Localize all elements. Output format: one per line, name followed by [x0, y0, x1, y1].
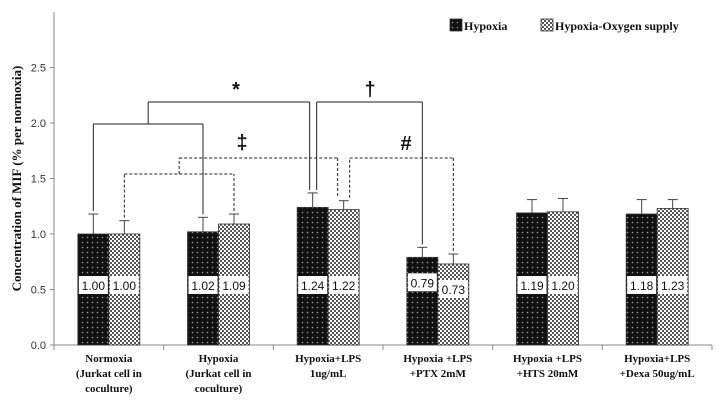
value-label: 1.00 — [113, 279, 137, 293]
value-label: 1.19 — [520, 279, 544, 293]
chart-bars — [77, 192, 689, 346]
value-label-box — [188, 276, 218, 294]
value-label: 0.79 — [411, 276, 435, 290]
x-tick-label: coculture) — [195, 383, 243, 395]
value-label: 1.09 — [222, 279, 246, 293]
significance-marker: * — [232, 79, 240, 101]
significance-marker: ‡ — [236, 132, 247, 154]
x-tick-label: +HTS 20mM — [517, 368, 579, 380]
value-label-box — [109, 276, 139, 294]
value-label-box — [627, 276, 657, 294]
value-label: 1.18 — [630, 279, 654, 293]
y-axis-title: Concentration of MIF (% per normoxia) — [9, 66, 24, 292]
value-label-box — [517, 276, 547, 294]
x-tick-label: 1ug/mL — [310, 368, 347, 380]
x-tick-label: (Jurkat cell in — [186, 368, 252, 380]
legend-swatch — [540, 18, 554, 32]
significance-marker: # — [400, 133, 411, 155]
x-tick-label: Normoxia — [85, 353, 133, 365]
value-label: 1.22 — [332, 279, 356, 293]
y-tick-label: 1.5 — [31, 174, 46, 186]
value-label: 1.20 — [551, 279, 575, 293]
chart-axes: 0.0 0.5 1.0 1.5 2.0 2.5 — [31, 12, 713, 352]
value-label-box — [548, 276, 578, 294]
value-label-box — [658, 276, 688, 294]
x-tick-label: (Jurkat cell in — [76, 368, 142, 380]
x-tick-label: Hypoxia +LPS — [403, 353, 472, 365]
x-tick-label: +PTX 2mM — [410, 368, 467, 380]
x-tick-label: Hypoxia+LPS — [295, 353, 361, 365]
significance-brackets: * † ‡ # — [92, 79, 454, 251]
y-tick-label: 2.5 — [31, 63, 46, 75]
value-label-box — [298, 276, 328, 294]
value-label: 0.73 — [442, 283, 466, 297]
significance-marker: † — [364, 79, 375, 101]
legend-swatch — [449, 18, 463, 32]
value-label: 1.23 — [661, 279, 685, 293]
value-label-box — [329, 276, 359, 294]
value-label-box — [78, 276, 108, 294]
value-label-box — [219, 276, 249, 294]
value-label: 1.02 — [191, 279, 215, 293]
bar — [406, 256, 439, 346]
legend-label: Hypoxia — [464, 19, 507, 33]
x-tick-label: +Dexa 50ug/mL — [620, 368, 695, 380]
value-label: 1.00 — [82, 279, 106, 293]
value-label-box — [438, 279, 468, 298]
y-tick-label: 0.0 — [31, 340, 46, 352]
x-tick-label: Hypoxia — [199, 353, 239, 365]
x-tick-label: Hypoxia+LPS — [624, 353, 690, 365]
value-label-box — [407, 273, 437, 292]
x-tick-label: coculture) — [85, 383, 133, 395]
y-tick-label: 1.0 — [31, 229, 46, 241]
y-tick-label: 0.5 — [31, 285, 46, 297]
legend-label: Hypoxia-Oxygen supply — [555, 19, 679, 33]
value-label: 1.24 — [301, 279, 325, 293]
chart-legend: Hypoxia Hypoxia-Oxygen supply — [449, 18, 679, 33]
chart-labels: Concentration of MIF (% per normoxia) Nor… — [9, 66, 695, 395]
bar — [437, 263, 470, 346]
y-tick-label: 2.0 — [31, 118, 46, 130]
x-tick-label: Hypoxia +LPS — [513, 353, 582, 365]
